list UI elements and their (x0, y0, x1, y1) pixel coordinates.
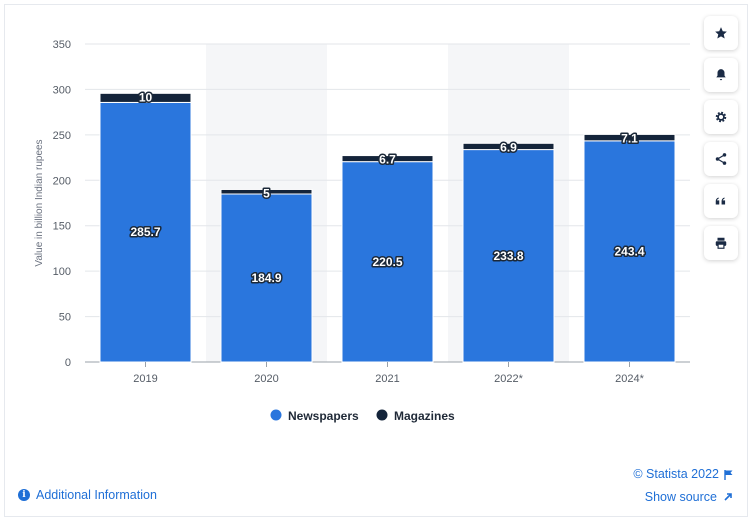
bar-magazines-3 (462, 142, 555, 151)
flag-icon (724, 469, 733, 480)
x-tick-label-2: 2021 (375, 373, 399, 385)
stacked-bar-chart: 0 50 100 150 200 250 300 350 Value in billion I… (34, 39, 690, 423)
print-button[interactable] (704, 226, 738, 260)
legend-item-magazines[interactable]: Magazines (376, 409, 456, 423)
share-button[interactable] (704, 142, 738, 176)
data-label-magazines-4: 7.1 (621, 131, 638, 145)
legend-item-newspapers[interactable]: Newspapers (270, 409, 360, 423)
bar-magazines-0 (99, 92, 192, 103)
legend-marker-newspapers (270, 409, 282, 421)
x-tick-label-0: 2019 (133, 373, 157, 385)
additional-information-label: Additional Information (36, 488, 157, 502)
copyright-link[interactable]: © Statista 2022 (633, 467, 734, 481)
share-icon (715, 153, 727, 165)
bar-magazines-1 (220, 188, 313, 195)
bar-newspapers-1 (220, 193, 313, 363)
y-axis: 0 50 100 150 200 250 300 350 (53, 39, 71, 369)
legend[interactable]: Newspapers Magazines (270, 409, 456, 423)
data-label-magazines-2: 6.7 (379, 153, 396, 167)
settings-button[interactable] (704, 100, 738, 134)
bar-newspapers-4 (583, 140, 676, 363)
bar-newspapers-2 (341, 161, 434, 363)
y-tick-label-150: 150 (53, 221, 71, 233)
cite-button[interactable] (704, 184, 738, 218)
data-label-newspapers-4: 243.4 (614, 244, 644, 258)
star-icon (715, 27, 727, 39)
show-source-label: Show source (644, 490, 717, 504)
y-tick-label-50: 50 (59, 312, 71, 324)
legend-marker-magazines (376, 409, 388, 421)
data-label-magazines-3: 6.9 (500, 140, 517, 154)
additional-information-link[interactable]: i Additional Information (18, 488, 157, 502)
data-label-newspapers-2: 220.5 (372, 255, 402, 269)
chart-toolbar (704, 16, 740, 268)
favorite-button[interactable] (704, 16, 738, 50)
legend-label-magazines: Magazines (394, 409, 455, 423)
link-arrow-icon (724, 493, 732, 501)
x-tick-label-4: 2024* (615, 373, 644, 385)
bar-newspapers-3 (462, 149, 555, 363)
y-tick-label-250: 250 (53, 130, 71, 142)
data-label-magazines-0: 10 (139, 90, 153, 104)
y-tick-label-300: 300 (53, 84, 71, 96)
y-axis-title: Value in billion Indian rupees (34, 139, 45, 266)
y-tick-label-0: 0 (65, 357, 71, 369)
quote-icon (715, 197, 726, 205)
notification-button[interactable] (704, 58, 738, 92)
data-labels: 285.7 10 184.9 5 220.5 6.7 233.8 6.9 243.4 7.1 (129, 89, 646, 287)
info-icon: i (18, 489, 30, 501)
bars (99, 92, 676, 363)
show-source-link[interactable]: Show source (645, 490, 734, 504)
x-tick-label-3: 2022* (494, 373, 523, 385)
data-label-magazines-1: 5 (263, 186, 270, 200)
y-tick-label-200: 200 (53, 175, 71, 187)
copyright-text: © Statista 2022 (633, 467, 719, 481)
y-tick-label-100: 100 (53, 266, 71, 278)
bar-newspapers-0 (99, 101, 192, 363)
data-label-newspapers-0: 285.7 (130, 225, 160, 239)
bar-magazines-2 (341, 155, 434, 163)
legend-label-newspapers: Newspapers (288, 409, 359, 423)
data-label-newspapers-3: 233.8 (493, 249, 523, 263)
bar-magazines-4 (583, 133, 676, 142)
y-tick-label-350: 350 (53, 39, 71, 51)
x-tick-label-1: 2020 (254, 373, 278, 385)
x-axis: 2019 2020 2021 2022* 2024* (133, 362, 645, 385)
data-label-newspapers-1: 184.9 (251, 271, 281, 285)
bell-icon (716, 69, 726, 81)
print-icon (715, 237, 727, 249)
gear-icon (715, 111, 727, 123)
